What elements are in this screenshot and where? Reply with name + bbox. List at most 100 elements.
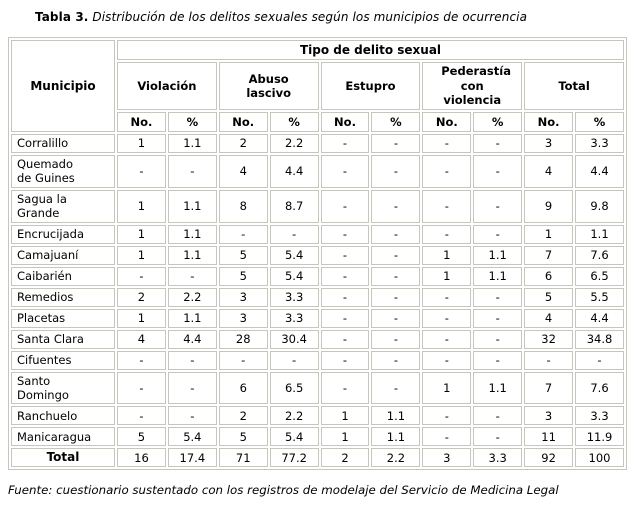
value-cell: 1.1 [473, 371, 523, 405]
value-cell: 2.2 [269, 134, 319, 153]
municipio-name: Manicaragua [17, 429, 92, 444]
value-cell: - [371, 308, 421, 328]
municipio-cell: Quemado de Guines [11, 155, 115, 188]
value-cell: 5.4 [167, 427, 217, 447]
value-cell: 4 [218, 155, 268, 188]
municipio-name: Quemado de Guines [17, 157, 75, 186]
value-cell: 28 [218, 329, 268, 349]
municipio-cell: Manicaragua [11, 427, 115, 447]
table-row: Santa Clara 4 4.4 28 30.4- - - -32 34.8 [11, 329, 624, 349]
value-cell: 1 [320, 406, 370, 426]
value-cell: - [422, 224, 472, 244]
value-cell: 3 [218, 287, 268, 307]
count-header-cell: No. [117, 112, 166, 132]
table-row: Santo Domingo - -6 6.5- -1 1.1 7 7.6 [11, 371, 624, 405]
value-cell: 8 [218, 189, 268, 223]
crime-type-header-cell: Abuso lascivo [218, 62, 319, 110]
municipio-name: Sagua la Grande [17, 191, 67, 221]
value-cell: 4 [524, 308, 574, 328]
municipio-cell: Placetas [11, 308, 115, 328]
percent-header-cell: % [269, 112, 319, 132]
value-cell: 4.4 [167, 329, 217, 349]
value-cell: - [473, 406, 523, 426]
value-cell: - [167, 350, 217, 370]
value-cell: 77.2 [269, 448, 319, 468]
value-cell: 2.2 [371, 448, 421, 468]
value-cell: 5.4 [269, 266, 319, 286]
value-cell: - [371, 134, 421, 153]
value-cell: - [422, 329, 472, 349]
municipio-cell: Santo Domingo [11, 371, 115, 405]
value-cell: 100 [575, 448, 624, 468]
value-cell: 3.3 [269, 287, 319, 307]
value-cell: - [117, 371, 166, 405]
value-cell: 34.8 [575, 329, 624, 349]
value-cell: 5.4 [269, 427, 319, 447]
count-header-cell: No. [320, 112, 370, 132]
value-cell: - [422, 134, 472, 153]
count-header-cell: No. [524, 112, 574, 132]
value-cell: - [167, 266, 217, 286]
value-cell: - [422, 155, 472, 188]
value-cell: 3 [422, 448, 472, 468]
value-cell: - [320, 245, 370, 265]
value-cell: 9.8 [575, 189, 624, 223]
value-cell: - [371, 329, 421, 349]
total-row: Total 16 17.4 71 77.2 2 2.2 3 3.3 92 100 [11, 448, 624, 468]
value-cell: 1.1 [473, 266, 523, 286]
municipio-cell: Camajuaní [11, 245, 115, 265]
value-cell: - [117, 350, 166, 370]
value-cell: - [473, 155, 523, 188]
table-row: Camajuaní 1 1.1 5 5.4- -1 1.1 7 7.6 [11, 245, 624, 265]
crime-type-label: Estupro [345, 78, 396, 93]
value-cell: - [167, 406, 217, 426]
value-cell: - [371, 350, 421, 370]
count-header-cell: No. [218, 112, 268, 132]
value-cell: 8.7 [269, 189, 319, 223]
value-cell: - [371, 224, 421, 244]
municipio-cell: Ranchuelo [11, 406, 115, 426]
value-cell: 1 [117, 224, 166, 244]
value-cell: - [320, 224, 370, 244]
value-cell: - [422, 287, 472, 307]
value-cell: - [371, 155, 421, 188]
value-cell: 30.4 [269, 329, 319, 349]
value-cell: 3 [218, 308, 268, 328]
value-cell: - [218, 224, 268, 244]
value-cell: 2 [218, 134, 268, 153]
group-header-cell: Tipo de delito sexual [117, 40, 624, 60]
table-row: Remedios 2 2.2 3 3.3- - - -5 5.5 [11, 287, 624, 307]
value-cell: 92 [524, 448, 574, 468]
value-cell: - [371, 245, 421, 265]
value-cell: 2.2 [269, 406, 319, 426]
value-cell: 2.2 [167, 287, 217, 307]
value-cell: 3 [524, 406, 574, 426]
value-cell: - [320, 350, 370, 370]
municipio-cell: Sagua la Grande [11, 189, 115, 223]
crime-type-label: Violación [137, 78, 197, 93]
count-header-cell: No. [422, 112, 472, 132]
municipio-cell: Encrucijada [11, 224, 115, 244]
table-row: Cifuentes - - - - - - - - - - [11, 350, 624, 370]
municipio-name: Encrucijada [17, 226, 85, 241]
value-cell: - [320, 266, 370, 286]
value-cell: - [473, 308, 523, 328]
municipio-cell: Corralillo [11, 134, 115, 153]
header-row-crime-types: Violación Abuso lascivo Estupro Pederast… [11, 62, 624, 110]
table-row: Quemado de Guines - -4 4.4- - - -4 4.4 [11, 155, 624, 188]
data-table: Municipio Tipo de delito sexual Violació… [8, 37, 627, 471]
value-cell: - [473, 329, 523, 349]
value-cell: - [167, 371, 217, 405]
value-cell: 5 [218, 266, 268, 286]
value-cell: 4 [117, 329, 166, 349]
value-cell: - [422, 189, 472, 223]
value-cell: - [524, 350, 574, 370]
crime-type-label: Total [558, 78, 590, 93]
municipio-cell: Santa Clara [11, 329, 115, 349]
value-cell: 1.1 [167, 245, 217, 265]
value-cell: 71 [218, 448, 268, 468]
header-row-subcolumns: No. % No. % No. % No. % No. % [11, 112, 624, 132]
table-header: Municipio Tipo de delito sexual Violació… [11, 40, 624, 132]
value-cell: 5 [524, 287, 574, 307]
municipio-header-cell: Municipio [11, 40, 115, 132]
